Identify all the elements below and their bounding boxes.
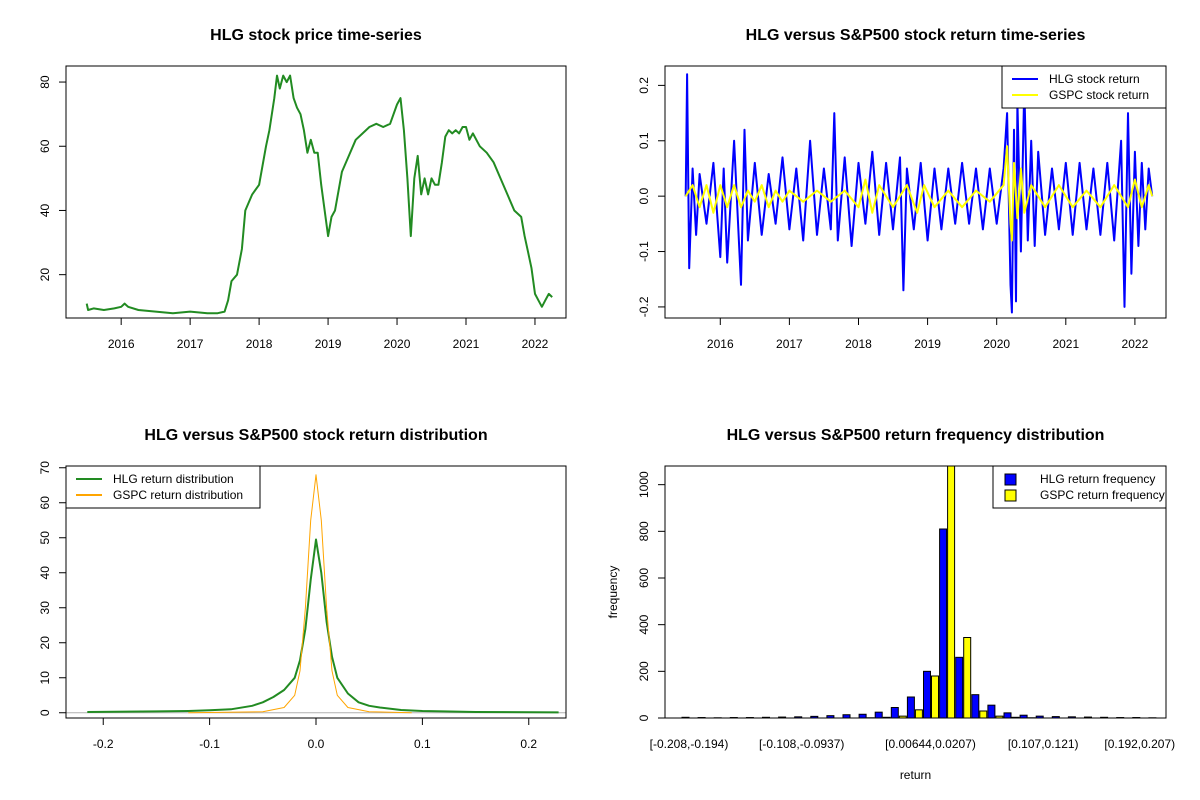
x-tick-label: 2020 (384, 337, 411, 351)
gspc-frequency-bar (931, 675, 939, 719)
hlg-frequency-bar (939, 528, 948, 719)
y-tick-label: 600 (637, 568, 651, 588)
x-axis-label: return (900, 768, 931, 782)
y-tick-label: 70 (38, 461, 52, 475)
x-tick-label: 2022 (1122, 337, 1149, 351)
hlg-frequency-bar (890, 707, 899, 719)
hlg-frequency-bar (874, 711, 883, 719)
y-tick-label: 1000 (637, 471, 651, 498)
y-tick-label: 20 (38, 268, 52, 282)
x-tick-label: 0.2 (520, 737, 537, 751)
hlg-frequency-bar (987, 704, 996, 719)
legend-label: GSPC return frequency (1040, 488, 1165, 502)
plot-frame (664, 65, 1167, 319)
gspc-frequency-bar (963, 637, 972, 719)
legend-label: HLG stock return (1049, 72, 1140, 86)
y-tick-label: 400 (637, 614, 651, 634)
x-tick-label: 0.0 (308, 737, 325, 751)
x-tick-label: 2020 (983, 337, 1010, 351)
gspc-density-line (188, 474, 412, 714)
hlg-frequency-bar (906, 696, 915, 719)
y-tick-label: 0.0 (637, 187, 651, 204)
price-timeseries-panel: HLG stock price time-series 2016 2017 2018 2… (38, 27, 567, 351)
y-tick-label: 40 (38, 203, 52, 217)
x-tick-label: 2022 (522, 337, 549, 351)
legend-label: GSPC return distribution (113, 488, 243, 502)
x-tick-label: 2019 (914, 337, 941, 351)
y-tick-label: 0.1 (637, 132, 651, 149)
y-tick-label: 40 (38, 566, 52, 580)
legend-box (992, 465, 1167, 509)
hlg-frequency-bar (955, 656, 964, 719)
return-distribution-panel: HLG versus S&P500 stock return distribut… (38, 427, 567, 751)
y-tick-label: 10 (38, 671, 52, 685)
y-tick-label: 0 (637, 714, 651, 721)
x-tick-label: [0.107,0.121) (1008, 737, 1079, 751)
hlg-return-line (684, 73, 1154, 314)
x-tick-label: 2016 (707, 337, 734, 351)
x-tick-label: [-0.208,-0.194) (650, 737, 729, 751)
return-timeseries-panel: HLG versus S&P500 stock return time-seri… (637, 27, 1167, 351)
legend-box (1001, 65, 1167, 109)
panel-title: HLG versus S&P500 stock return distribut… (144, 427, 487, 444)
panel-title: HLG stock price time-series (210, 27, 422, 44)
legend-box (65, 465, 261, 509)
y-tick-label: 50 (38, 531, 52, 545)
return-frequency-panel: HLG versus S&P500 return frequency distr… (606, 427, 1175, 782)
y-tick-label: 60 (38, 496, 52, 510)
y-tick-label: 0.2 (637, 77, 651, 94)
x-tick-label: [0.192,0.207) (1104, 737, 1175, 751)
y-tick-label: 800 (637, 521, 651, 541)
hlg-frequency-bar (858, 713, 867, 719)
price-series-line (85, 74, 553, 315)
gspc-frequency-bar (947, 465, 956, 719)
y-tick-label: 80 (38, 75, 52, 89)
x-tick-label: 2021 (453, 337, 480, 351)
gspc-frequency-bar (979, 710, 988, 719)
y-tick-label: 0 (38, 709, 52, 716)
legend-label: HLG return frequency (1040, 472, 1155, 486)
plot-frame (664, 465, 1167, 719)
legend-label: GSPC stock return (1049, 88, 1149, 102)
legend-label: HLG return distribution (113, 472, 234, 486)
x-tick-label: -0.1 (199, 737, 220, 751)
x-tick-label: -0.2 (93, 737, 114, 751)
y-tick-label: 60 (38, 139, 52, 153)
legend-swatch (1004, 489, 1017, 502)
gspc-return-line (684, 145, 1154, 242)
y-tick-label: 30 (38, 601, 52, 615)
legend-swatch (1004, 473, 1017, 486)
hlg-density-line (87, 538, 559, 714)
y-tick-label: -0.2 (637, 296, 651, 317)
x-tick-label: [0.00644,0.0207) (885, 737, 976, 751)
plot-frame (65, 65, 567, 319)
x-tick-label: 2018 (246, 337, 273, 351)
hlg-frequency-bar (971, 694, 980, 719)
y-tick-label: -0.1 (637, 241, 651, 262)
x-tick-label: 2016 (108, 337, 135, 351)
x-tick-label: 2017 (776, 337, 803, 351)
hlg-frequency-bar (1003, 712, 1012, 719)
x-tick-label: 2018 (845, 337, 872, 351)
y-tick-label: 20 (38, 636, 52, 650)
x-tick-label: 2021 (1052, 337, 1079, 351)
panel-title: HLG versus S&P500 stock return time-seri… (746, 27, 1086, 44)
y-tick-label: 200 (637, 661, 651, 681)
x-tick-label: [-0.108,-0.0937) (759, 737, 844, 751)
x-tick-label: 2019 (315, 337, 342, 351)
hlg-frequency-bar (923, 670, 931, 719)
x-tick-label: 0.1 (414, 737, 431, 751)
panel-title: HLG versus S&P500 return frequency distr… (727, 427, 1105, 444)
y-axis-label: frequency (606, 566, 620, 619)
x-tick-label: 2017 (177, 337, 204, 351)
gspc-frequency-bar (914, 709, 923, 719)
